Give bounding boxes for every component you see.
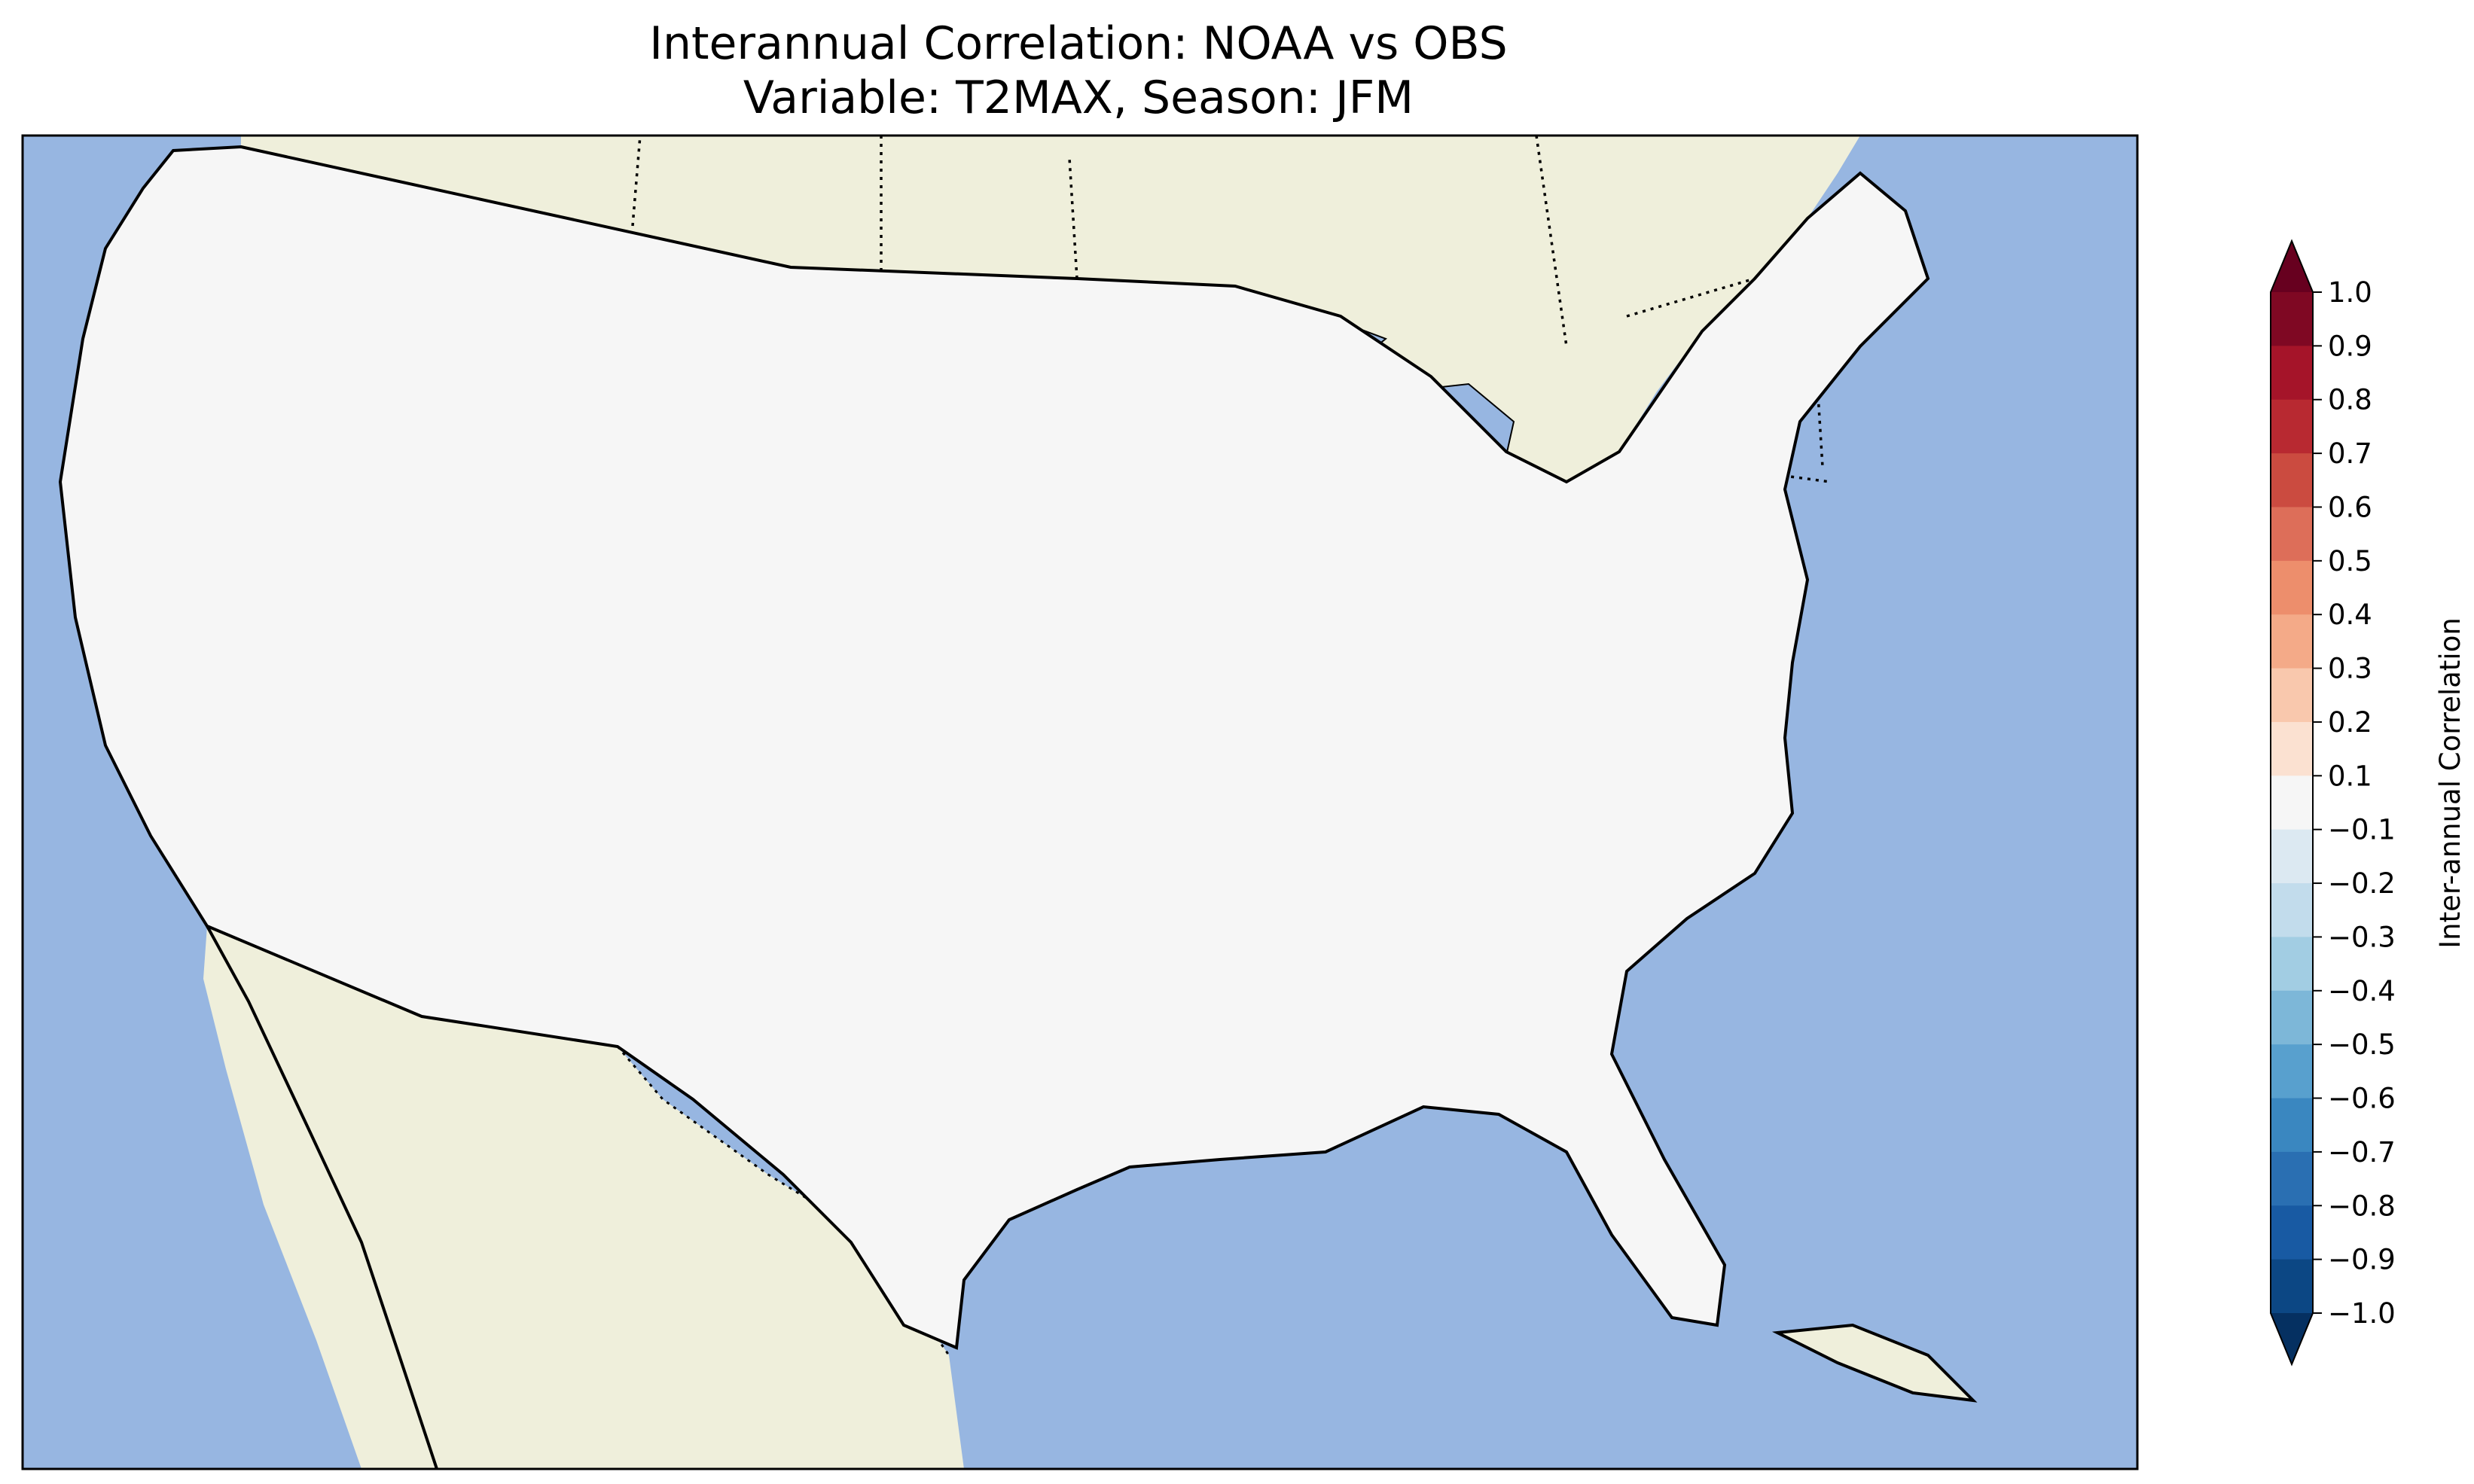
colorbar-tick-label: 0.4 [2328, 599, 2372, 631]
colorbar-bin [2271, 453, 2313, 507]
colorbar: 1.0 0.9 0.8 0.7 0.6 0.5 0.4 0.3 0.2 0.1 −0.1 −0.2 −0… [2270, 239, 2396, 1367]
colorbar-bin [2271, 721, 2313, 776]
map-panel [23, 136, 2137, 1469]
colorbar-bin [2271, 776, 2313, 830]
colorbar-tick-label: −0.6 [2328, 1083, 2396, 1115]
colorbar-tick-label: −0.1 [2328, 814, 2396, 846]
baja-coast [206, 925, 438, 1469]
cuba-land [1777, 1325, 1973, 1400]
colorbar-bin [2271, 1205, 2313, 1260]
figure-title-line2: Variable: T2MAX, Season: JFM [743, 72, 1414, 124]
colorbar-tick-label: −0.7 [2328, 1136, 2396, 1169]
cuba-coast [1771, 1323, 1978, 1403]
colorbar-extend-min [2271, 1313, 2313, 1364]
colorbar-bin [2271, 292, 2313, 346]
colorbar-bin [2271, 399, 2313, 454]
colorbar-bin [2271, 614, 2313, 669]
colorbar-tick-label: 0.2 [2328, 706, 2372, 739]
colorbar-tick-label: 0.1 [2328, 760, 2372, 792]
baja-land [203, 926, 437, 1469]
colorbar-label: Inter-annual Correlation [2434, 617, 2466, 949]
colorbar-bin [2271, 829, 2313, 884]
figure-title-line1: Interannual Correlation: NOAA vs OBS [649, 17, 1507, 70]
colorbar-tick-label: 0.3 [2328, 653, 2372, 685]
colorbar-extend-max [2271, 241, 2313, 292]
colorbar-bin [2271, 1151, 2313, 1206]
colorbar-bin [2271, 560, 2313, 615]
colorbar-tick-label: 1.0 [2328, 276, 2372, 309]
colorbar-bin [2271, 990, 2313, 1045]
colorbar-bin [2271, 1098, 2313, 1153]
colorbar-tick-label: 0.5 [2328, 545, 2372, 577]
colorbar-bin [2271, 937, 2313, 992]
colorbar-tick-label: −0.2 [2328, 867, 2396, 900]
colorbar-tick-label: −0.9 [2328, 1244, 2396, 1276]
mexico-land [207, 926, 964, 1469]
map-frame [21, 134, 2139, 1470]
colorbar-bin [2271, 1044, 2313, 1099]
colorbar-tick-label: −0.3 [2328, 921, 2396, 953]
colorbar-tick-label: −0.4 [2328, 975, 2396, 1007]
colorbar-tick-label: 0.8 [2328, 384, 2372, 416]
colorbar-tick-label: −1.0 [2328, 1297, 2396, 1330]
colorbar-bin [2271, 883, 2313, 937]
colorbar-bin [2271, 346, 2313, 401]
colorbar-tick-label: −0.5 [2328, 1028, 2396, 1061]
colorbar-bin [2271, 507, 2313, 562]
colorbar-bin [2271, 668, 2313, 723]
colorbar-tick-label: 0.9 [2328, 330, 2372, 362]
colorbar-tick-label: 0.7 [2328, 437, 2372, 470]
colorbar-tick-label: 0.6 [2328, 491, 2372, 523]
colorbar-tick-label: −0.8 [2328, 1190, 2396, 1222]
colorbar-bin [2271, 1259, 2313, 1314]
